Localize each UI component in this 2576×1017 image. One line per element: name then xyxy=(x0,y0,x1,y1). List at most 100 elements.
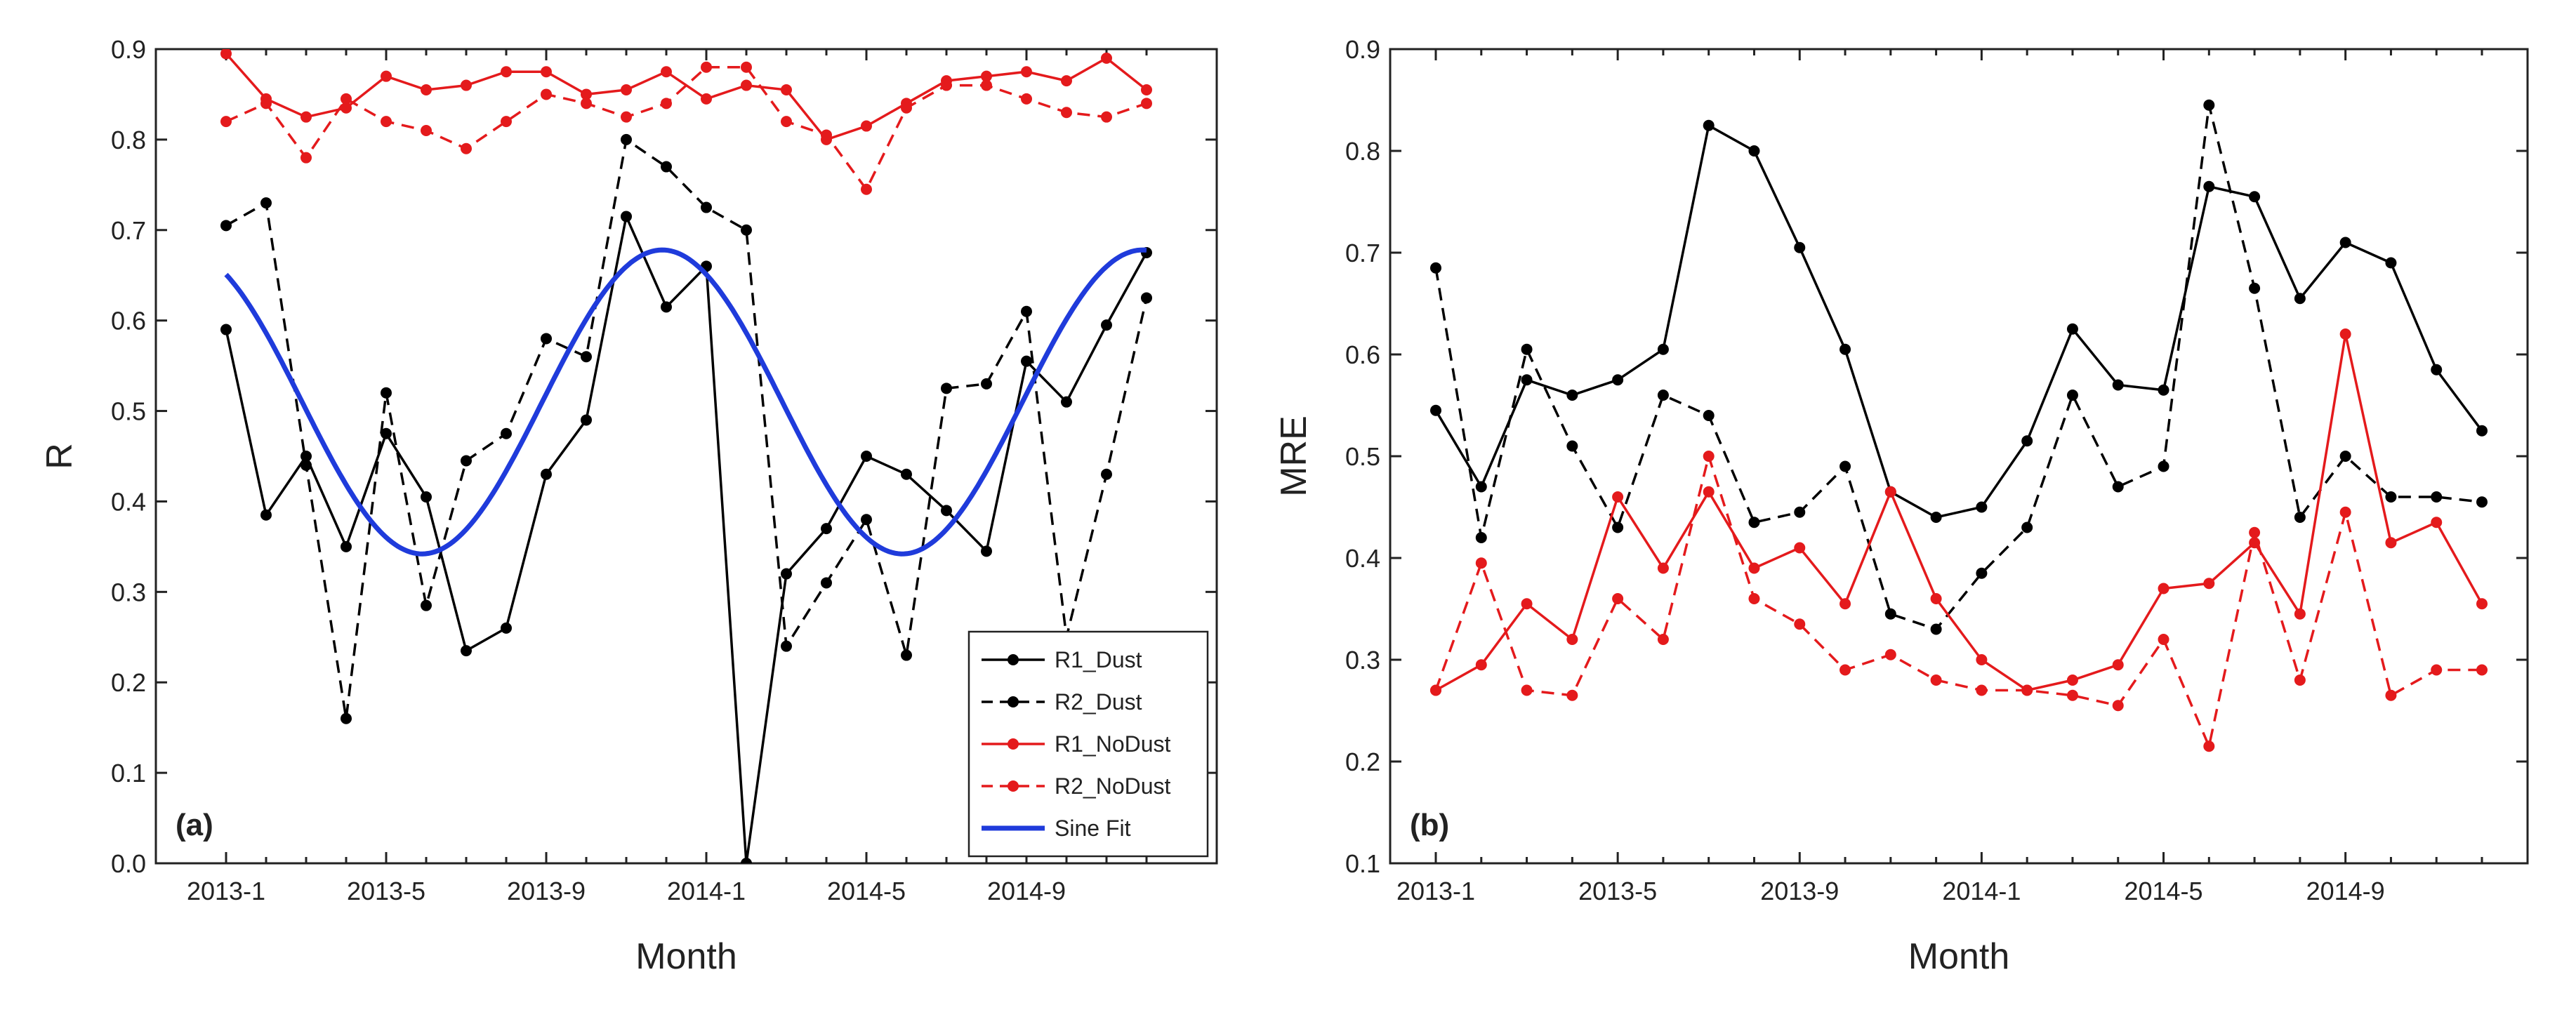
data-point-r2-dust xyxy=(1566,440,1578,452)
data-point-r1-dust xyxy=(2203,180,2215,192)
data-point-r1-dust xyxy=(861,451,872,462)
data-point-r1-dust xyxy=(821,523,832,535)
data-point-r2-dust xyxy=(821,577,832,589)
y-tick-label: 0.9 xyxy=(1345,35,1380,64)
y-tick-label: 0.6 xyxy=(1345,340,1380,369)
data-point-r1-nodust xyxy=(1061,75,1072,87)
data-point-r1-dust xyxy=(781,568,792,580)
data-point-r1-dust xyxy=(1612,374,1624,386)
data-point-r1-nodust xyxy=(1475,659,1487,671)
data-point-r1-nodust xyxy=(1566,634,1578,645)
data-point-r1-dust xyxy=(741,858,752,863)
data-point-r1-dust xyxy=(901,468,912,480)
data-point-r2-dust xyxy=(1748,517,1760,529)
y-tick-label: 0.3 xyxy=(111,578,146,606)
data-point-r1-nodust xyxy=(741,79,752,91)
data-point-r1-nodust xyxy=(781,84,792,95)
legend: R1_Dust R2_Dust R1_NoDust R2_NoDust Sine Fit xyxy=(967,630,1209,858)
data-point-r2-nodust xyxy=(1521,684,1533,696)
y-axis-title: R xyxy=(39,443,80,470)
x-tick-label: 2013-1 xyxy=(1396,877,1475,905)
y-tick-label: 0.8 xyxy=(1345,137,1380,166)
data-point-r1-nodust xyxy=(501,66,512,78)
data-point-r2-dust xyxy=(701,201,712,213)
data-point-r1-nodust xyxy=(341,102,352,114)
data-point-r1-nodust xyxy=(1839,598,1851,610)
data-point-r1-dust xyxy=(2158,384,2169,396)
data-point-r2-nodust xyxy=(501,116,512,128)
data-point-r2-nodust xyxy=(1021,93,1032,105)
data-point-r1-dust xyxy=(1794,241,1806,253)
x-tick-label: 2013-5 xyxy=(347,877,425,905)
data-point-r2-dust xyxy=(341,712,352,724)
data-point-r1-nodust xyxy=(661,66,672,78)
data-point-r2-dust xyxy=(1839,460,1851,472)
data-point-r2-dust xyxy=(1884,608,1896,620)
y-tick-label: 0.5 xyxy=(111,397,146,426)
data-point-r2-dust xyxy=(541,333,552,345)
data-point-r2-nodust xyxy=(2203,740,2215,752)
data-point-r2-nodust xyxy=(1141,98,1152,109)
data-point-r2-nodust xyxy=(701,61,712,73)
y-tick-label: 0.6 xyxy=(111,307,146,335)
y-tick-label: 0.9 xyxy=(111,35,146,64)
legend-marker xyxy=(1008,654,1019,665)
data-point-r1-nodust xyxy=(621,84,632,95)
data-point-r2-dust xyxy=(1976,567,1988,579)
x-tick-label: 2013-9 xyxy=(507,877,586,905)
data-point-r2-nodust xyxy=(741,61,752,73)
y-tick-label: 0.4 xyxy=(111,487,146,516)
data-point-r2-nodust xyxy=(220,116,232,128)
data-point-r1-dust xyxy=(1061,396,1072,408)
data-point-r1-nodust xyxy=(981,70,992,82)
data-point-r2-dust xyxy=(2158,460,2169,472)
data-point-r1-dust xyxy=(2021,435,2033,447)
legend-label: R1_NoDust xyxy=(1055,731,1171,757)
data-point-r2-dust xyxy=(1930,623,1942,635)
data-point-r1-dust xyxy=(1839,343,1851,355)
data-point-r2-nodust xyxy=(2294,674,2306,686)
data-point-r2-nodust xyxy=(1839,664,1851,676)
data-point-r2-dust xyxy=(1612,521,1624,533)
panel-label: (a) xyxy=(176,808,213,842)
legend-marker xyxy=(1008,780,1019,792)
data-point-r2-nodust xyxy=(901,102,912,114)
data-point-r1-dust xyxy=(2249,191,2261,203)
legend-label: R2_Dust xyxy=(1055,689,1142,714)
data-point-r2-dust xyxy=(1021,305,1032,317)
data-point-r1-dust xyxy=(260,509,272,521)
data-point-r2-dust xyxy=(421,599,432,611)
y-tick-label: 0.7 xyxy=(111,216,146,245)
plot-area xyxy=(1430,99,2488,752)
y-tick-label: 0.2 xyxy=(111,668,146,697)
data-point-r1-dust xyxy=(2385,257,2397,269)
data-point-r2-nodust xyxy=(861,183,872,195)
data-point-r1-nodust xyxy=(1141,84,1152,95)
data-point-r1-nodust xyxy=(2476,598,2488,610)
data-point-r2-dust xyxy=(2203,99,2215,111)
data-point-r1-dust xyxy=(1430,404,1441,416)
y-tick-label: 0.1 xyxy=(111,759,146,787)
data-point-r2-dust xyxy=(2066,390,2078,401)
plot-frame xyxy=(154,48,1218,865)
data-point-r2-nodust xyxy=(1566,689,1578,701)
data-point-r2-dust xyxy=(461,455,472,467)
data-point-r1-dust xyxy=(1930,512,1942,523)
series-line-r2-nodust xyxy=(1434,451,2482,751)
data-point-r2-dust xyxy=(381,387,392,399)
data-point-r2-dust xyxy=(300,459,312,471)
data-point-r1-dust xyxy=(2066,323,2078,335)
data-point-r2-nodust xyxy=(461,142,472,154)
data-point-r2-nodust xyxy=(381,116,392,128)
data-point-r1-dust xyxy=(1976,501,1988,513)
data-point-r2-dust xyxy=(2385,491,2397,503)
data-point-r1-nodust xyxy=(1794,542,1806,554)
data-point-r2-dust xyxy=(220,220,232,232)
data-point-r1-nodust xyxy=(220,49,232,60)
data-point-r1-dust xyxy=(981,545,992,557)
data-point-r1-dust xyxy=(941,505,952,517)
data-point-r1-nodust xyxy=(2203,578,2215,590)
data-point-r2-nodust xyxy=(1703,451,1715,462)
data-point-r2-dust xyxy=(981,378,992,390)
